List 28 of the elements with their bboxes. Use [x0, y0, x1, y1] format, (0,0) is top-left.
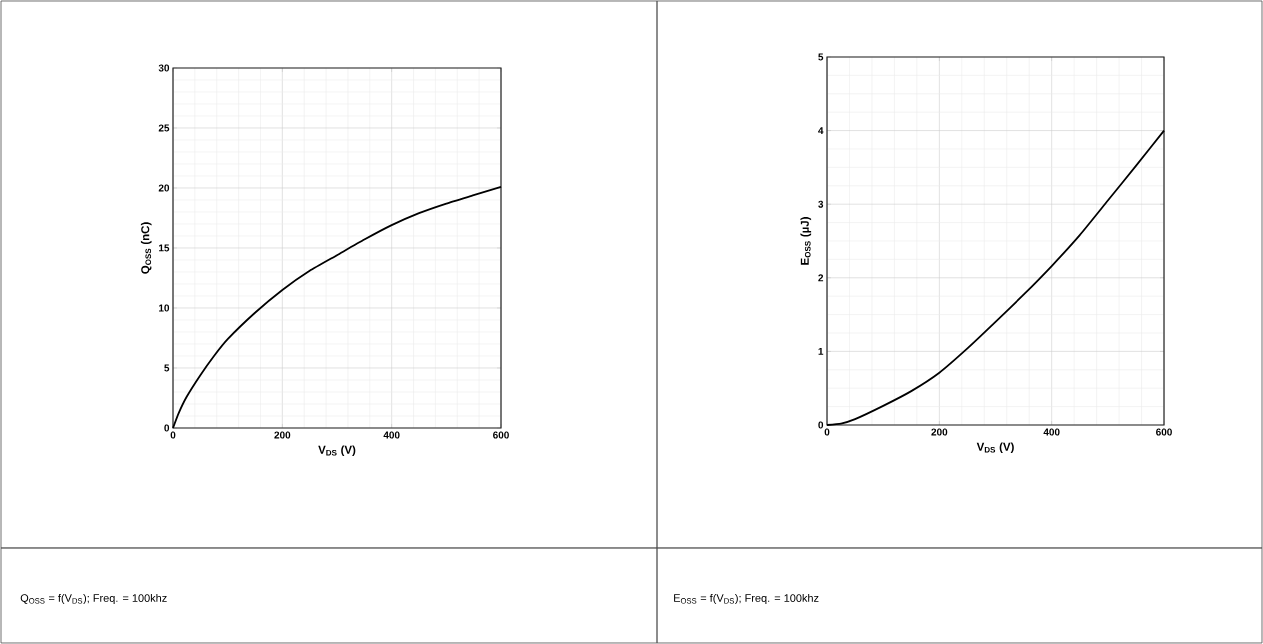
text: Q$_{OSS}$ = f(V$_{DS}$); Freq. = 100khz [20, 593, 167, 605]
y-tick-label: 15 [159, 244, 170, 252]
y-tick-label: 0 [818, 421, 824, 429]
x-tick-label: 600 [1156, 428, 1172, 436]
x-tick-label: 600 [493, 431, 509, 439]
y-tick-label: 5 [818, 53, 824, 61]
x-tick-label: 400 [1043, 428, 1060, 436]
y-tick-label: 30 [158, 64, 170, 72]
x-axis-title: V$_{DS}$ (V) [976, 442, 1014, 454]
y-tick-label: 2 [818, 274, 824, 282]
line-series [172, 185, 502, 429]
x-tick-label: 0 [824, 428, 830, 436]
line-series [826, 129, 1165, 426]
y-tick-label: 4 [818, 127, 824, 135]
y-tick-label: 5 [164, 364, 170, 372]
x-tick-label: 400 [383, 431, 400, 439]
y-tick-label: 3 [818, 200, 824, 208]
y-tick-label: 1 [818, 347, 824, 355]
y-tick-label: 10 [159, 304, 170, 312]
x-tick-label: 200 [274, 431, 291, 439]
y-axis-title: Q$_{OSS}$ (nC) [140, 222, 152, 274]
y-tick-label: 25 [158, 124, 170, 132]
text: E$_{OSS}$ = f(V$_{DS}$); Freq. = 100khz [674, 593, 819, 605]
x-tick-label: 0 [170, 431, 176, 439]
y-axis-title: E$_{OSS}$ (µJ) [800, 217, 812, 265]
x-axis-title: V$_{DS}$ (V) [318, 445, 356, 457]
x-tick-label: 200 [931, 428, 948, 436]
y-tick-label: 20 [158, 184, 170, 192]
